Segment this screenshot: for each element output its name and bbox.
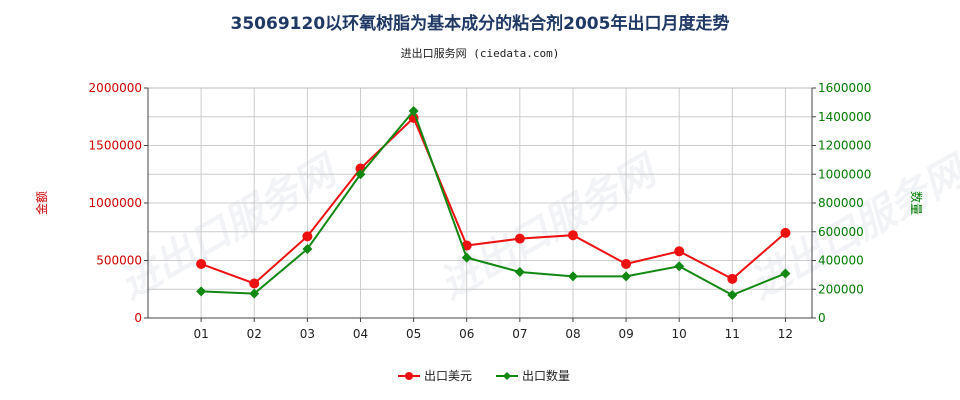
- legend-swatch-marker: [503, 372, 511, 380]
- series-1-point: [621, 258, 632, 269]
- x-tick-label: 10: [672, 327, 687, 341]
- left-tick-label: 1500000: [89, 139, 142, 153]
- x-tick-label: 02: [247, 327, 262, 341]
- right-axis-ticks: 0 200000 400000 600000 800000 1000000 1200000 1…: [812, 81, 871, 325]
- right-tick-label: 600000: [818, 225, 864, 239]
- series-layer: [196, 106, 791, 300]
- x-tick-label: 04: [353, 327, 368, 341]
- series-2-point: [780, 268, 791, 279]
- watermark-text: 进出口服务网: [112, 146, 348, 309]
- series-1-point: [727, 273, 738, 284]
- right-tick-label: 800000: [818, 196, 864, 210]
- legend-label: 出口数量: [522, 368, 570, 383]
- x-tick-label: 11: [725, 327, 740, 341]
- right-tick-label: 1400000: [818, 110, 871, 124]
- legend-label: 出口美元: [424, 369, 472, 383]
- left-tick-label: 2000000: [89, 81, 142, 95]
- x-axis-ticks: 01 02 03 04 05 06 07 08 09 10 11 12: [193, 318, 793, 341]
- series-2-point: [727, 290, 738, 300]
- series-2-point: [674, 261, 685, 272]
- right-tick-label: 200000: [818, 282, 864, 296]
- series-2-point: [196, 286, 207, 297]
- series-2-point: [514, 267, 525, 277]
- x-tick-label: 12: [778, 327, 793, 341]
- chart-title: 35069120以环氧树脂为基本成分的粘合剂2005年出口月度走势: [231, 13, 730, 34]
- right-tick-label: 1000000: [818, 167, 871, 181]
- right-tick-label: 1600000: [818, 81, 871, 95]
- legend: 出口美元 出口数量: [398, 368, 570, 383]
- left-tick-label: 0: [134, 311, 142, 325]
- series-1-point: [196, 258, 207, 269]
- series-1-point: [249, 278, 260, 289]
- x-tick-label: 05: [406, 327, 421, 341]
- series-2-point: [249, 288, 260, 299]
- x-tick-label: 06: [459, 327, 474, 341]
- x-tick-label: 07: [512, 327, 527, 341]
- series-line-2: [201, 109, 786, 297]
- right-axis-title: 数量: [909, 191, 924, 215]
- left-tick-label: 500000: [96, 254, 142, 268]
- series-1-point: [567, 230, 578, 241]
- series-1-point: [514, 233, 525, 244]
- right-tick-label: 0: [818, 311, 826, 325]
- series-line-1: [200, 116, 787, 285]
- right-tick-label: 400000: [818, 254, 864, 268]
- series-2-point: [461, 252, 472, 263]
- series-2-point: [355, 169, 366, 180]
- chart-subtitle: 进出口服务网 (ciedata.com): [401, 46, 560, 60]
- series-1-point: [674, 246, 685, 257]
- x-tick-label: 01: [193, 327, 208, 341]
- series-1-point: [302, 231, 313, 242]
- series-1-point: [780, 227, 791, 238]
- watermark-text: 进出口服务网: [432, 146, 668, 309]
- series-2-point: [302, 244, 313, 254]
- legend-swatch-marker: [405, 372, 413, 380]
- series-2-point: [567, 271, 578, 282]
- left-axis-title: 金额: [34, 191, 49, 215]
- x-tick-label: 09: [618, 327, 633, 341]
- series-2-point: [408, 106, 419, 116]
- right-tick-label: 1200000: [818, 139, 871, 153]
- left-tick-label: 1000000: [89, 196, 142, 210]
- x-tick-label: 08: [565, 327, 580, 341]
- series-2-point: [621, 271, 632, 282]
- x-tick-label: 03: [300, 327, 315, 341]
- left-axis-ticks: 0 500000 1000000 1500000 2000000: [89, 81, 148, 325]
